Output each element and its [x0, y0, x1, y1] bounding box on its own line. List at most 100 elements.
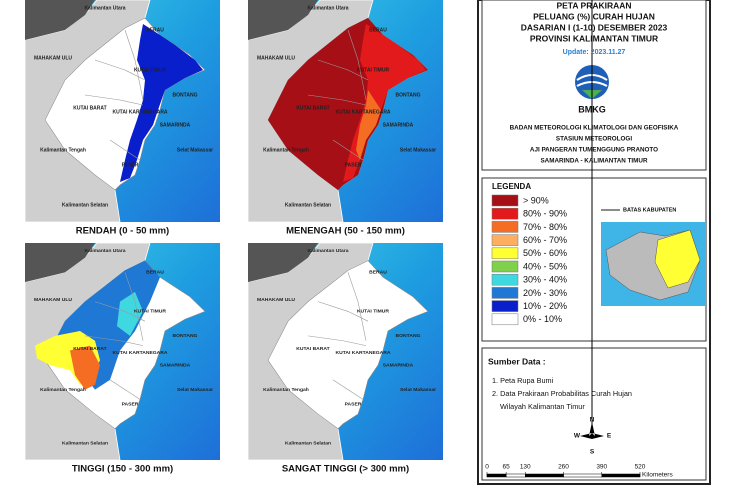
region-label: BERAU: [146, 27, 164, 33]
region-label: KUTAI KARTANEGARA: [112, 350, 167, 356]
agency-text: STASIUN METEOROLOGI: [556, 136, 632, 143]
region-label: BONTANG: [173, 92, 198, 98]
region-label: Kalimantan Utara: [307, 5, 348, 11]
region-label: SAMARINDA: [383, 363, 414, 369]
district-boundary: [307, 335, 367, 346]
legend-label: 10% - 20%: [523, 301, 567, 311]
scale-label: 260: [558, 464, 569, 471]
region-label: Kalimantan Selatan: [285, 441, 331, 447]
region-label: Kalimantan Selatan: [62, 441, 108, 447]
scale-label: 65: [503, 464, 511, 471]
region-label: BERAU: [146, 270, 164, 276]
source-title: Sumber Data :: [488, 356, 546, 366]
region-label: SAMARINDA: [160, 122, 191, 128]
legend-swatch: [491, 234, 519, 246]
region-label: Kalimantan Utara: [84, 248, 125, 254]
dark-land: [248, 243, 318, 283]
district-boundary: [84, 94, 144, 106]
map-caption: MENENGAH (50 - 150 mm): [286, 226, 405, 237]
compass-letter: N: [590, 417, 595, 424]
header-title: PETA PRAKIRAAN: [556, 0, 631, 10]
legend-label: 60% - 70%: [523, 235, 567, 245]
region-label: Selat Makassar: [177, 147, 213, 153]
region-label: BONTANG: [396, 333, 421, 339]
dark-land: [25, 0, 95, 40]
region-label: KUTAI TIMUR: [357, 309, 390, 315]
scale-label: 130: [520, 464, 531, 471]
compass-letter: E: [607, 433, 612, 440]
source-item: Wilayah Kalimantan Timur: [500, 402, 585, 411]
legend-swatch: [491, 247, 519, 260]
region-label: MAHAKAM ULU: [34, 297, 72, 303]
map-caption: SANGAT TINGGI (> 300 mm): [282, 464, 409, 475]
legend-label: 0% - 10%: [523, 314, 562, 324]
legend-label: 40% - 50%: [523, 261, 567, 271]
scale-unit: Kilometers: [642, 472, 673, 479]
region-label: Kalimantan Tengah: [263, 147, 309, 153]
region-label: KUTAI TIMUR: [357, 67, 390, 73]
agency-text: SAMARINDA - KALIMANTAN TIMUR: [540, 158, 647, 165]
district-boundary: [109, 139, 141, 161]
region-label: PASER: [122, 402, 139, 408]
legend-label: 80% - 90%: [523, 209, 567, 219]
scale-label: 520: [635, 464, 646, 471]
legend-label: 50% - 60%: [523, 248, 567, 258]
legend-swatch: [491, 221, 519, 233]
map-caption: RENDAH (0 - 50 mm): [76, 226, 169, 237]
region-label: Selat Makassar: [400, 387, 436, 393]
scale-segment: [601, 473, 641, 478]
legend-swatch: [491, 260, 519, 273]
region-label: Kalimantan Selatan: [285, 202, 331, 208]
region-label: BERAU: [369, 270, 387, 276]
legend-swatch: [491, 313, 519, 326]
map-panel: Kalimantan Utara MAHAKAM ULU BERAU KUTAI TI…: [24, 242, 220, 461]
scale-segment: [563, 473, 602, 478]
region-label: Kalimantan Selatan: [62, 202, 108, 208]
legend-label: 20% - 30%: [523, 288, 567, 298]
map-caption: TINGGI (150 - 300 mm): [72, 464, 173, 475]
probability-area: [70, 345, 100, 390]
compass-letter: S: [590, 449, 595, 456]
region-label: PASER: [345, 402, 362, 408]
compass-rose: [580, 422, 604, 439]
region-label: MAHAKAM ULU: [257, 297, 295, 303]
scale-label: 0: [485, 464, 489, 471]
header-title: PROVINSI KALIMANTAN TIMUR: [530, 33, 658, 43]
district-boundary: [307, 94, 367, 106]
district-boundary: [332, 379, 364, 400]
boundary-label: BATAS KABUPATEN: [623, 207, 676, 213]
compass-letter: W: [574, 433, 581, 440]
region-label: SAMARINDA: [383, 122, 414, 128]
scale-segment: [525, 473, 564, 478]
region-label: Kalimantan Tengah: [40, 147, 86, 153]
legend-swatch: [491, 273, 519, 286]
legend-label: 30% - 40%: [523, 275, 567, 285]
region-label: Kalimantan Tengah: [40, 387, 86, 393]
district-boundary: [124, 29, 144, 101]
region-label: KUTAI TIMUR: [134, 67, 167, 73]
dark-land: [248, 0, 318, 40]
district-boundary: [332, 139, 364, 161]
region-label: KUTAI BARAT: [296, 105, 329, 111]
header-title: DASARIAN I (1-10) DESEMBER 2023: [521, 22, 668, 32]
source-item: 1. Peta Rupa Bumi: [492, 376, 554, 385]
region-label: BONTANG: [396, 92, 421, 98]
region-label: PASER: [345, 162, 362, 168]
legend-swatch: [491, 194, 519, 207]
source-item: 2. Data Prakiraan Probabilitas Curah Huj…: [492, 389, 632, 398]
region-label: SAMARINDA: [160, 363, 191, 369]
region-label: Kalimantan Tengah: [263, 387, 309, 393]
legend-label: 70% - 80%: [523, 222, 567, 232]
district-boundary: [124, 272, 144, 341]
region-label: MAHAKAM ULU: [257, 55, 295, 61]
region-label: KUTAI BARAT: [296, 346, 329, 352]
legend-swatch: [491, 287, 519, 299]
legend-swatch: [491, 207, 519, 220]
scale-label: 390: [596, 464, 607, 471]
scale-segment: [486, 473, 507, 478]
update-date: Update: 2023.11.27: [563, 49, 626, 56]
probability-area: [356, 90, 381, 160]
region-label: KUTAI KARTANEGARA: [112, 109, 167, 115]
region-label: KUTAI BARAT: [73, 346, 106, 352]
